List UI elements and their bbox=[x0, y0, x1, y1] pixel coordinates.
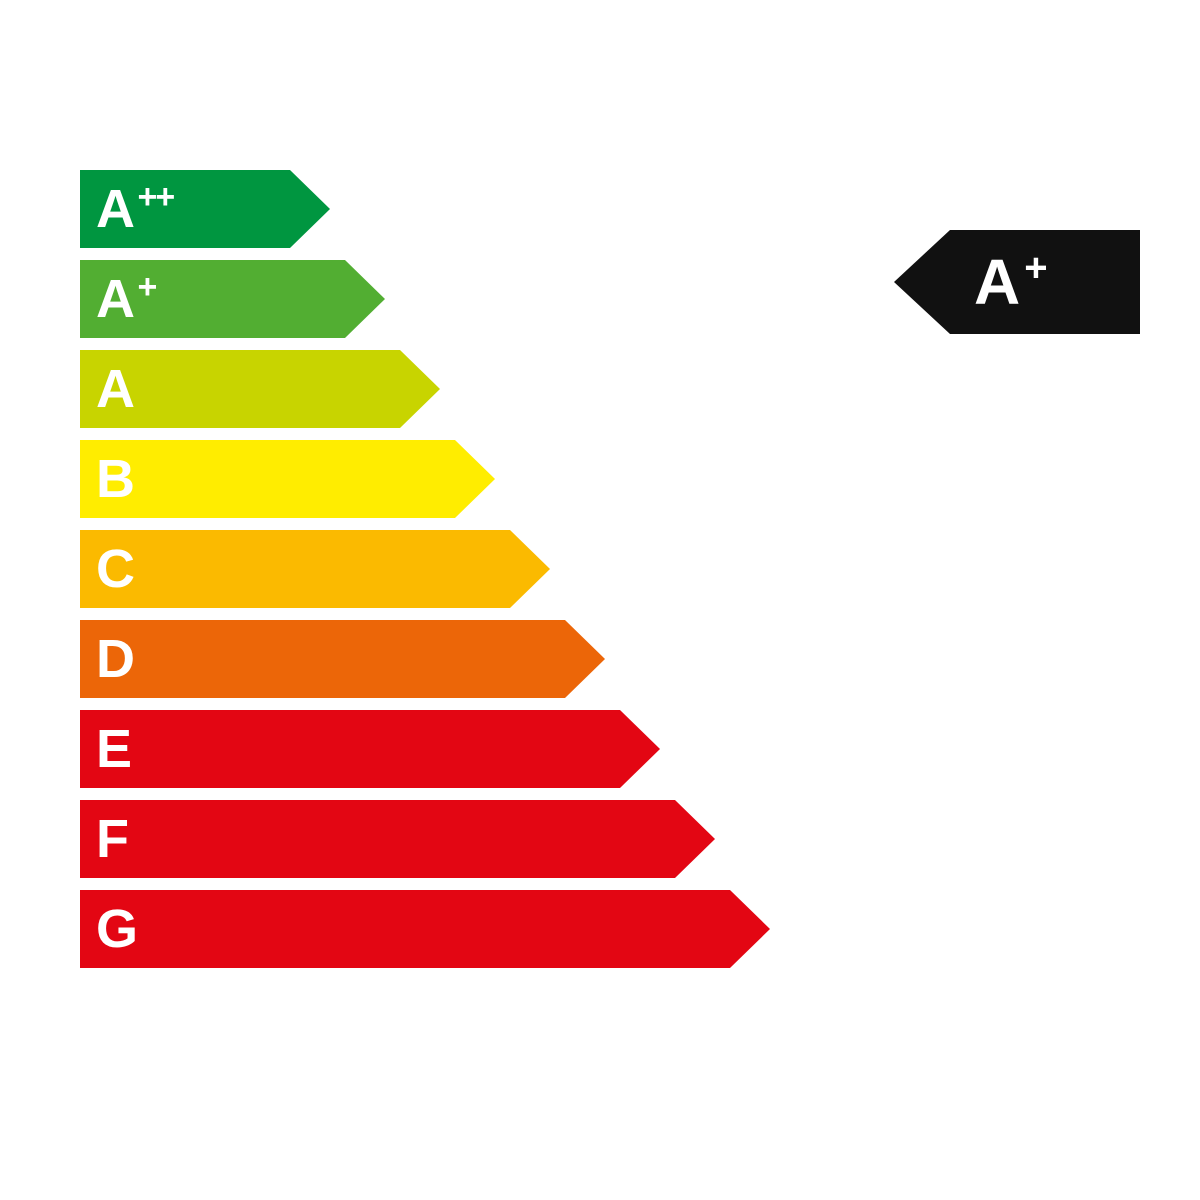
bar-body bbox=[80, 800, 675, 878]
bar-label: C bbox=[96, 530, 136, 608]
bar-body bbox=[80, 530, 510, 608]
bar-arrow-right-icon bbox=[510, 530, 550, 608]
bar-label: E bbox=[96, 710, 133, 788]
bar-arrow-right-icon bbox=[730, 890, 770, 968]
bar-suffix: + bbox=[138, 270, 156, 304]
bar-letter: A bbox=[96, 182, 136, 236]
bar-letter: C bbox=[96, 542, 136, 596]
bar-body bbox=[80, 890, 730, 968]
bar-arrow-right-icon bbox=[400, 350, 440, 428]
bar-label: D bbox=[96, 620, 136, 698]
bar-arrow-right-icon bbox=[455, 440, 495, 518]
rating-arrow-left-icon bbox=[894, 230, 950, 334]
bar-letter: F bbox=[96, 812, 130, 866]
rating-suffix: + bbox=[1024, 248, 1047, 288]
bar-label: G bbox=[96, 890, 139, 968]
bar-body bbox=[80, 710, 620, 788]
bar-label: F bbox=[96, 800, 130, 878]
bar-arrow-right-icon bbox=[565, 620, 605, 698]
bar-arrow-right-icon bbox=[620, 710, 660, 788]
energy-rating-indicator: A+ bbox=[894, 230, 1140, 334]
bar-label: A++ bbox=[96, 170, 173, 248]
bar-body bbox=[80, 620, 565, 698]
bar-label: A bbox=[96, 350, 136, 428]
bar-body bbox=[80, 440, 455, 518]
bar-letter: B bbox=[96, 452, 136, 506]
bar-label: B bbox=[96, 440, 136, 518]
bar-suffix: ++ bbox=[138, 180, 174, 214]
bar-letter: A bbox=[96, 272, 136, 326]
bar-letter: G bbox=[96, 902, 139, 956]
bar-label: A+ bbox=[96, 260, 155, 338]
bar-letter: D bbox=[96, 632, 136, 686]
bar-letter: E bbox=[96, 722, 133, 776]
bar-letter: A bbox=[96, 362, 136, 416]
bar-arrow-right-icon bbox=[290, 170, 330, 248]
bar-arrow-right-icon bbox=[345, 260, 385, 338]
rating-label: A+ bbox=[974, 230, 1048, 334]
bar-arrow-right-icon bbox=[675, 800, 715, 878]
energy-label: A++A+ABCDEFG A+ bbox=[0, 0, 1200, 1200]
rating-letter: A bbox=[974, 250, 1020, 314]
